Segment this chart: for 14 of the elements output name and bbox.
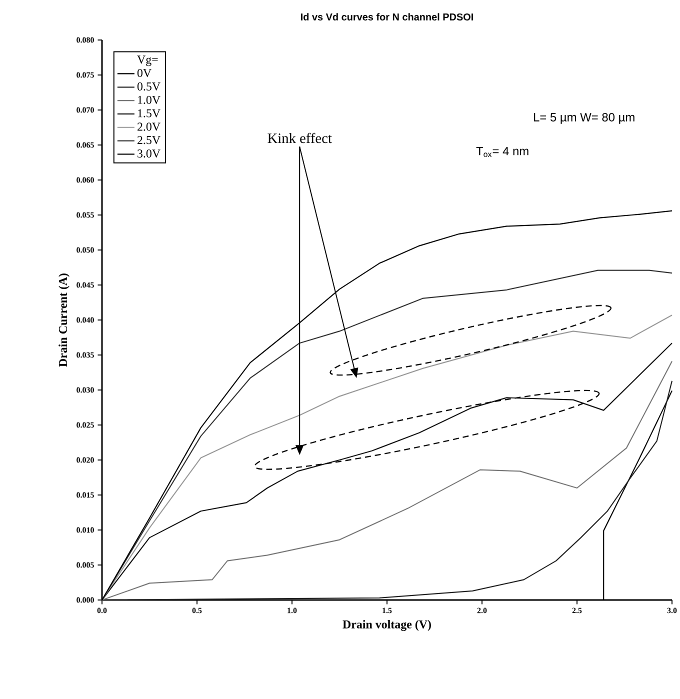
legend-label: 0.5V bbox=[137, 82, 160, 91]
legend-label: 0V bbox=[137, 68, 152, 78]
legend-label: 2.0V bbox=[138, 122, 160, 131]
y-axis-title: Drain Current (A) bbox=[58, 274, 70, 367]
x-axis-title: Drain voltage (V) bbox=[342, 620, 431, 631]
annotation: L= 5 µm W= 80 µm bbox=[534, 112, 634, 124]
legend-label: 1.0V bbox=[138, 96, 160, 104]
legend-label: 3.0V bbox=[138, 149, 160, 158]
legend-label: 1.5V bbox=[138, 109, 160, 118]
annotation: T$_{ox}$= 4 nm bbox=[476, 146, 528, 158]
annotation: Kink effect bbox=[268, 132, 332, 144]
chart-title: Id vs Vd curves for N channel PDSOI bbox=[301, 13, 473, 20]
legend-title: Vg= bbox=[137, 56, 158, 66]
legend-label: 2.5V bbox=[138, 136, 160, 144]
